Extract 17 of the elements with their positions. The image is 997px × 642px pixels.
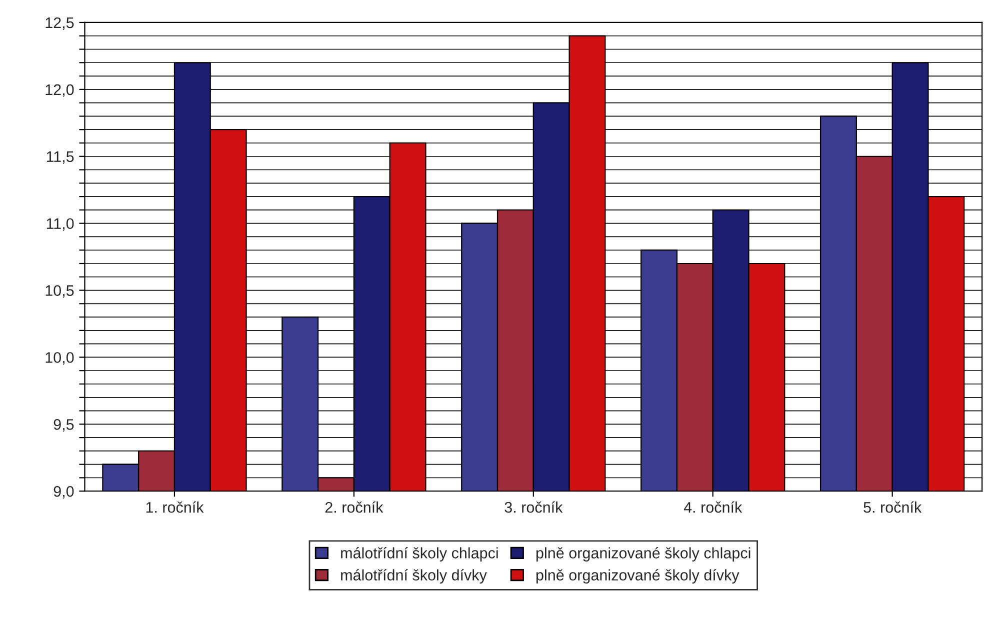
legend-label: málotřídní školy chlapci	[341, 547, 498, 562]
legend-label: plně organizované školy dívky	[536, 569, 740, 584]
x-tick-label: 4. ročník	[684, 501, 742, 513]
y-tick-label: 11,5	[46, 151, 74, 164]
x-tick-label: 2. ročník	[325, 501, 384, 513]
x-tick-label: 3. ročník	[504, 501, 563, 513]
y-tick-label: 12,0	[46, 84, 74, 97]
y-tick-label: 9,0	[54, 486, 74, 499]
y-tick-label: 10,5	[46, 285, 74, 298]
y-tick-label: 11,0	[46, 218, 74, 231]
legend-label: plně organizované školy chlapci	[536, 547, 750, 562]
y-tick-label: 9,5	[54, 419, 74, 432]
x-tick-label: 1. ročník	[146, 501, 204, 513]
y-tick-label: 10,0	[46, 352, 74, 365]
legend-label: málotřídní školy dívky	[341, 569, 487, 584]
x-tick-label: 5. ročník	[864, 501, 922, 513]
y-tick-label: 12,5	[46, 17, 74, 30]
